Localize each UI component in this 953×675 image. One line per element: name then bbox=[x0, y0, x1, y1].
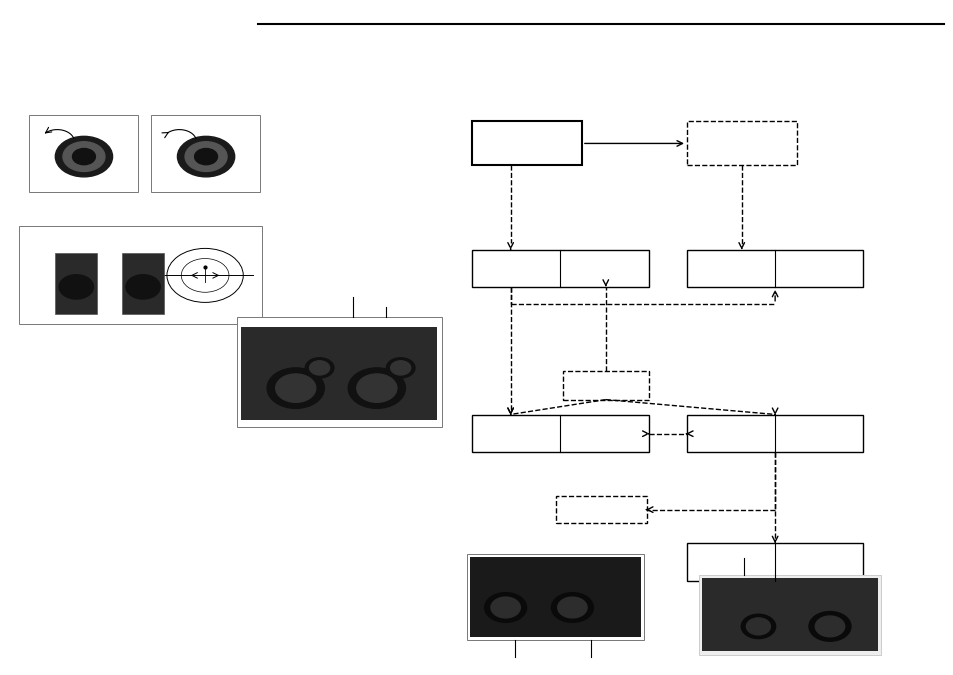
Bar bbox=[686, 543, 862, 580]
Circle shape bbox=[348, 368, 405, 408]
Bar bbox=[686, 250, 862, 287]
Circle shape bbox=[491, 597, 519, 618]
Bar bbox=[472, 250, 648, 287]
Bar bbox=[470, 557, 640, 637]
Circle shape bbox=[815, 616, 843, 637]
Circle shape bbox=[59, 275, 93, 299]
Circle shape bbox=[267, 368, 324, 408]
Bar bbox=[151, 115, 260, 192]
Bar bbox=[19, 226, 262, 324]
Circle shape bbox=[356, 374, 396, 402]
Circle shape bbox=[808, 612, 850, 641]
Circle shape bbox=[185, 142, 227, 171]
Circle shape bbox=[386, 358, 415, 378]
Bar bbox=[122, 253, 164, 314]
Bar bbox=[562, 371, 648, 400]
Circle shape bbox=[55, 136, 112, 177]
Bar bbox=[472, 415, 648, 452]
Bar bbox=[472, 122, 581, 165]
Bar bbox=[556, 496, 646, 523]
Circle shape bbox=[309, 360, 330, 375]
Bar bbox=[686, 122, 796, 165]
Bar bbox=[241, 327, 436, 420]
Circle shape bbox=[305, 358, 334, 378]
Circle shape bbox=[126, 275, 160, 299]
Bar bbox=[699, 575, 880, 655]
Circle shape bbox=[740, 614, 775, 639]
Circle shape bbox=[551, 593, 593, 622]
Circle shape bbox=[194, 148, 217, 165]
Circle shape bbox=[558, 597, 586, 618]
Bar bbox=[701, 578, 877, 651]
Circle shape bbox=[391, 360, 410, 375]
Circle shape bbox=[177, 136, 234, 177]
Bar bbox=[29, 115, 138, 192]
Circle shape bbox=[63, 142, 105, 171]
Bar bbox=[236, 317, 441, 427]
Bar bbox=[686, 415, 862, 452]
Bar bbox=[55, 253, 97, 314]
Circle shape bbox=[745, 618, 770, 635]
Circle shape bbox=[72, 148, 95, 165]
Circle shape bbox=[484, 593, 526, 622]
Bar bbox=[467, 554, 643, 640]
Circle shape bbox=[275, 374, 315, 402]
